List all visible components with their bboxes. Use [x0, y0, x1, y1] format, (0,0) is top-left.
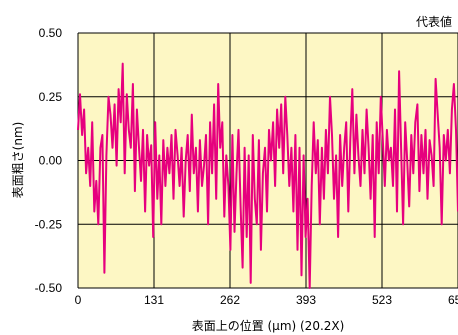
x-axis-label: 表面上の位置 (μm) (20.2X)	[192, 318, 345, 333]
x-tick-label: 262	[220, 293, 240, 307]
y-tick-label: 0.00	[39, 154, 63, 168]
x-tick-labels: 0 131 262 393 523 654	[75, 293, 458, 307]
y-tick-label: -0.50	[35, 281, 63, 295]
x-tick-label: 523	[372, 293, 392, 307]
x-tick-label: 131	[144, 293, 164, 307]
y-axis-label: 表面粗さ(nm)	[11, 122, 25, 199]
legend-label: 代表値	[416, 14, 452, 29]
y-tick-label: 0.25	[39, 90, 63, 104]
x-tick-label: 393	[296, 293, 316, 307]
y-tick-label: 0.50	[39, 26, 63, 40]
y-tick-label: -0.25	[35, 217, 63, 231]
x-tick-label: 0	[75, 293, 82, 307]
x-tick-label: 654	[448, 293, 458, 307]
y-tick-labels: 0.50 0.25 0.00 -0.25 -0.50	[35, 26, 63, 295]
series-line	[77, 62, 458, 289]
